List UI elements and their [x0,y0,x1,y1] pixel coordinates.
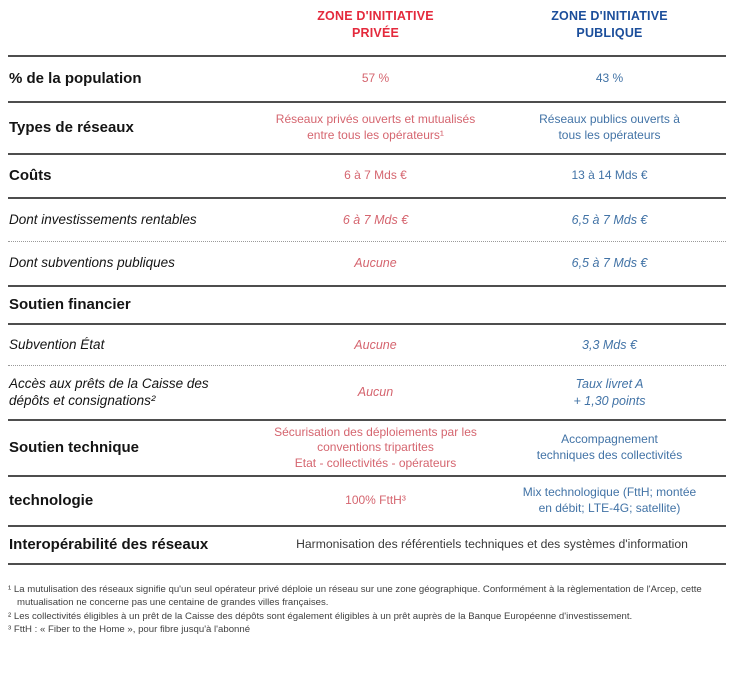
private-value: Aucune [354,337,397,352]
row-label: Interopérabilité des réseaux [9,536,209,553]
table-row-couts: Coûts 6 à 7 Mds € 13 à 14 Mds € [8,153,726,197]
private-value: Sécurisation des déploiements par les co… [274,424,477,470]
table-row-investissements-rentables: Dont investissements rentables 6 à 7 Mds… [8,197,726,241]
footnote-1: ¹ La mutulisation des réseaux signifie q… [8,584,702,609]
public-value: 43 % [595,71,624,86]
row-label: Dont subventions publiques [9,255,175,271]
table-row-population: % de la population 57 % 43 % [8,55,726,101]
public-value: 6,5 à 7 Mds € [571,256,648,271]
section-label: Soutien financier [9,296,131,313]
row-label: Soutien technique [9,439,140,456]
row-label: Dont investissements rentables [9,211,197,227]
table-row-technologie: technologie 100% FttH³ Mix technologique… [8,475,726,525]
public-value: Taux livret A + 1,30 points [573,377,646,408]
public-value: 3,3 Mds € [582,337,637,352]
public-value: 13 à 14 Mds € [571,168,648,183]
row-label: Coûts [9,167,52,184]
shared-value: Harmonisation des référentiels technique… [296,537,688,552]
table-row-subventions-publiques: Dont subventions publiques Aucune 6,5 à … [8,241,726,285]
table-row-types-reseaux: Types de réseaux Réseaux privés ouverts … [8,101,726,153]
public-value: Réseaux publics ouverts à tous les opéra… [539,112,680,142]
public-value: Mix technologique (FttH; montée en débit… [522,485,697,515]
private-value: Réseaux privés ouverts et mutualisés ent… [275,112,476,142]
footnote-2: ² Les collectivités éligibles à un prêt … [8,610,633,622]
private-value: 100% FttH³ [345,493,406,508]
table-row-interoperabilite: Interopérabilité des réseaux Harmonisati… [8,525,726,563]
table-header-row: ZONE D'INITIATIVE PRIVÉE ZONE D'INITIATI… [8,0,726,55]
private-value: 57 % [361,71,390,86]
zones-comparison-table: ZONE D'INITIATIVE PRIVÉE ZONE D'INITIATI… [8,0,726,565]
table-row-subvention-etat: Subvention État Aucune 3,3 Mds € [8,323,726,365]
row-label: % de la population [9,70,142,87]
row-label: Accès aux prêts de la Caisse des dépôts … [9,376,209,408]
table-row-soutien-financier: Soutien financier [8,285,726,323]
column-header-zone-publique: ZONE D'INITIATIVE PUBLIQUE [551,9,668,40]
footnote-3: ³ FttH : « Fiber to the Home », pour fib… [8,624,251,636]
private-value: 6 à 7 Mds € [342,212,409,227]
row-label: technologie [9,492,94,509]
row-label: Types de réseaux [9,119,134,136]
table-row-acces-prets: Accès aux prêts de la Caisse des dépôts … [8,365,726,419]
public-value: Accompagnement techniques des collectivi… [536,432,683,462]
private-value: 6 à 7 Mds € [344,168,407,183]
footnotes: ¹ La mutulisation des réseaux signifie q… [8,583,726,637]
private-value: Aucun [357,385,394,400]
public-value: 6,5 à 7 Mds € [571,212,648,227]
column-header-zone-privee: ZONE D'INITIATIVE PRIVÉE [317,9,434,40]
private-value: Aucune [354,256,397,271]
table-row-soutien-technique: Soutien technique Sécurisation des déplo… [8,419,726,475]
row-label: Subvention État [9,336,105,352]
